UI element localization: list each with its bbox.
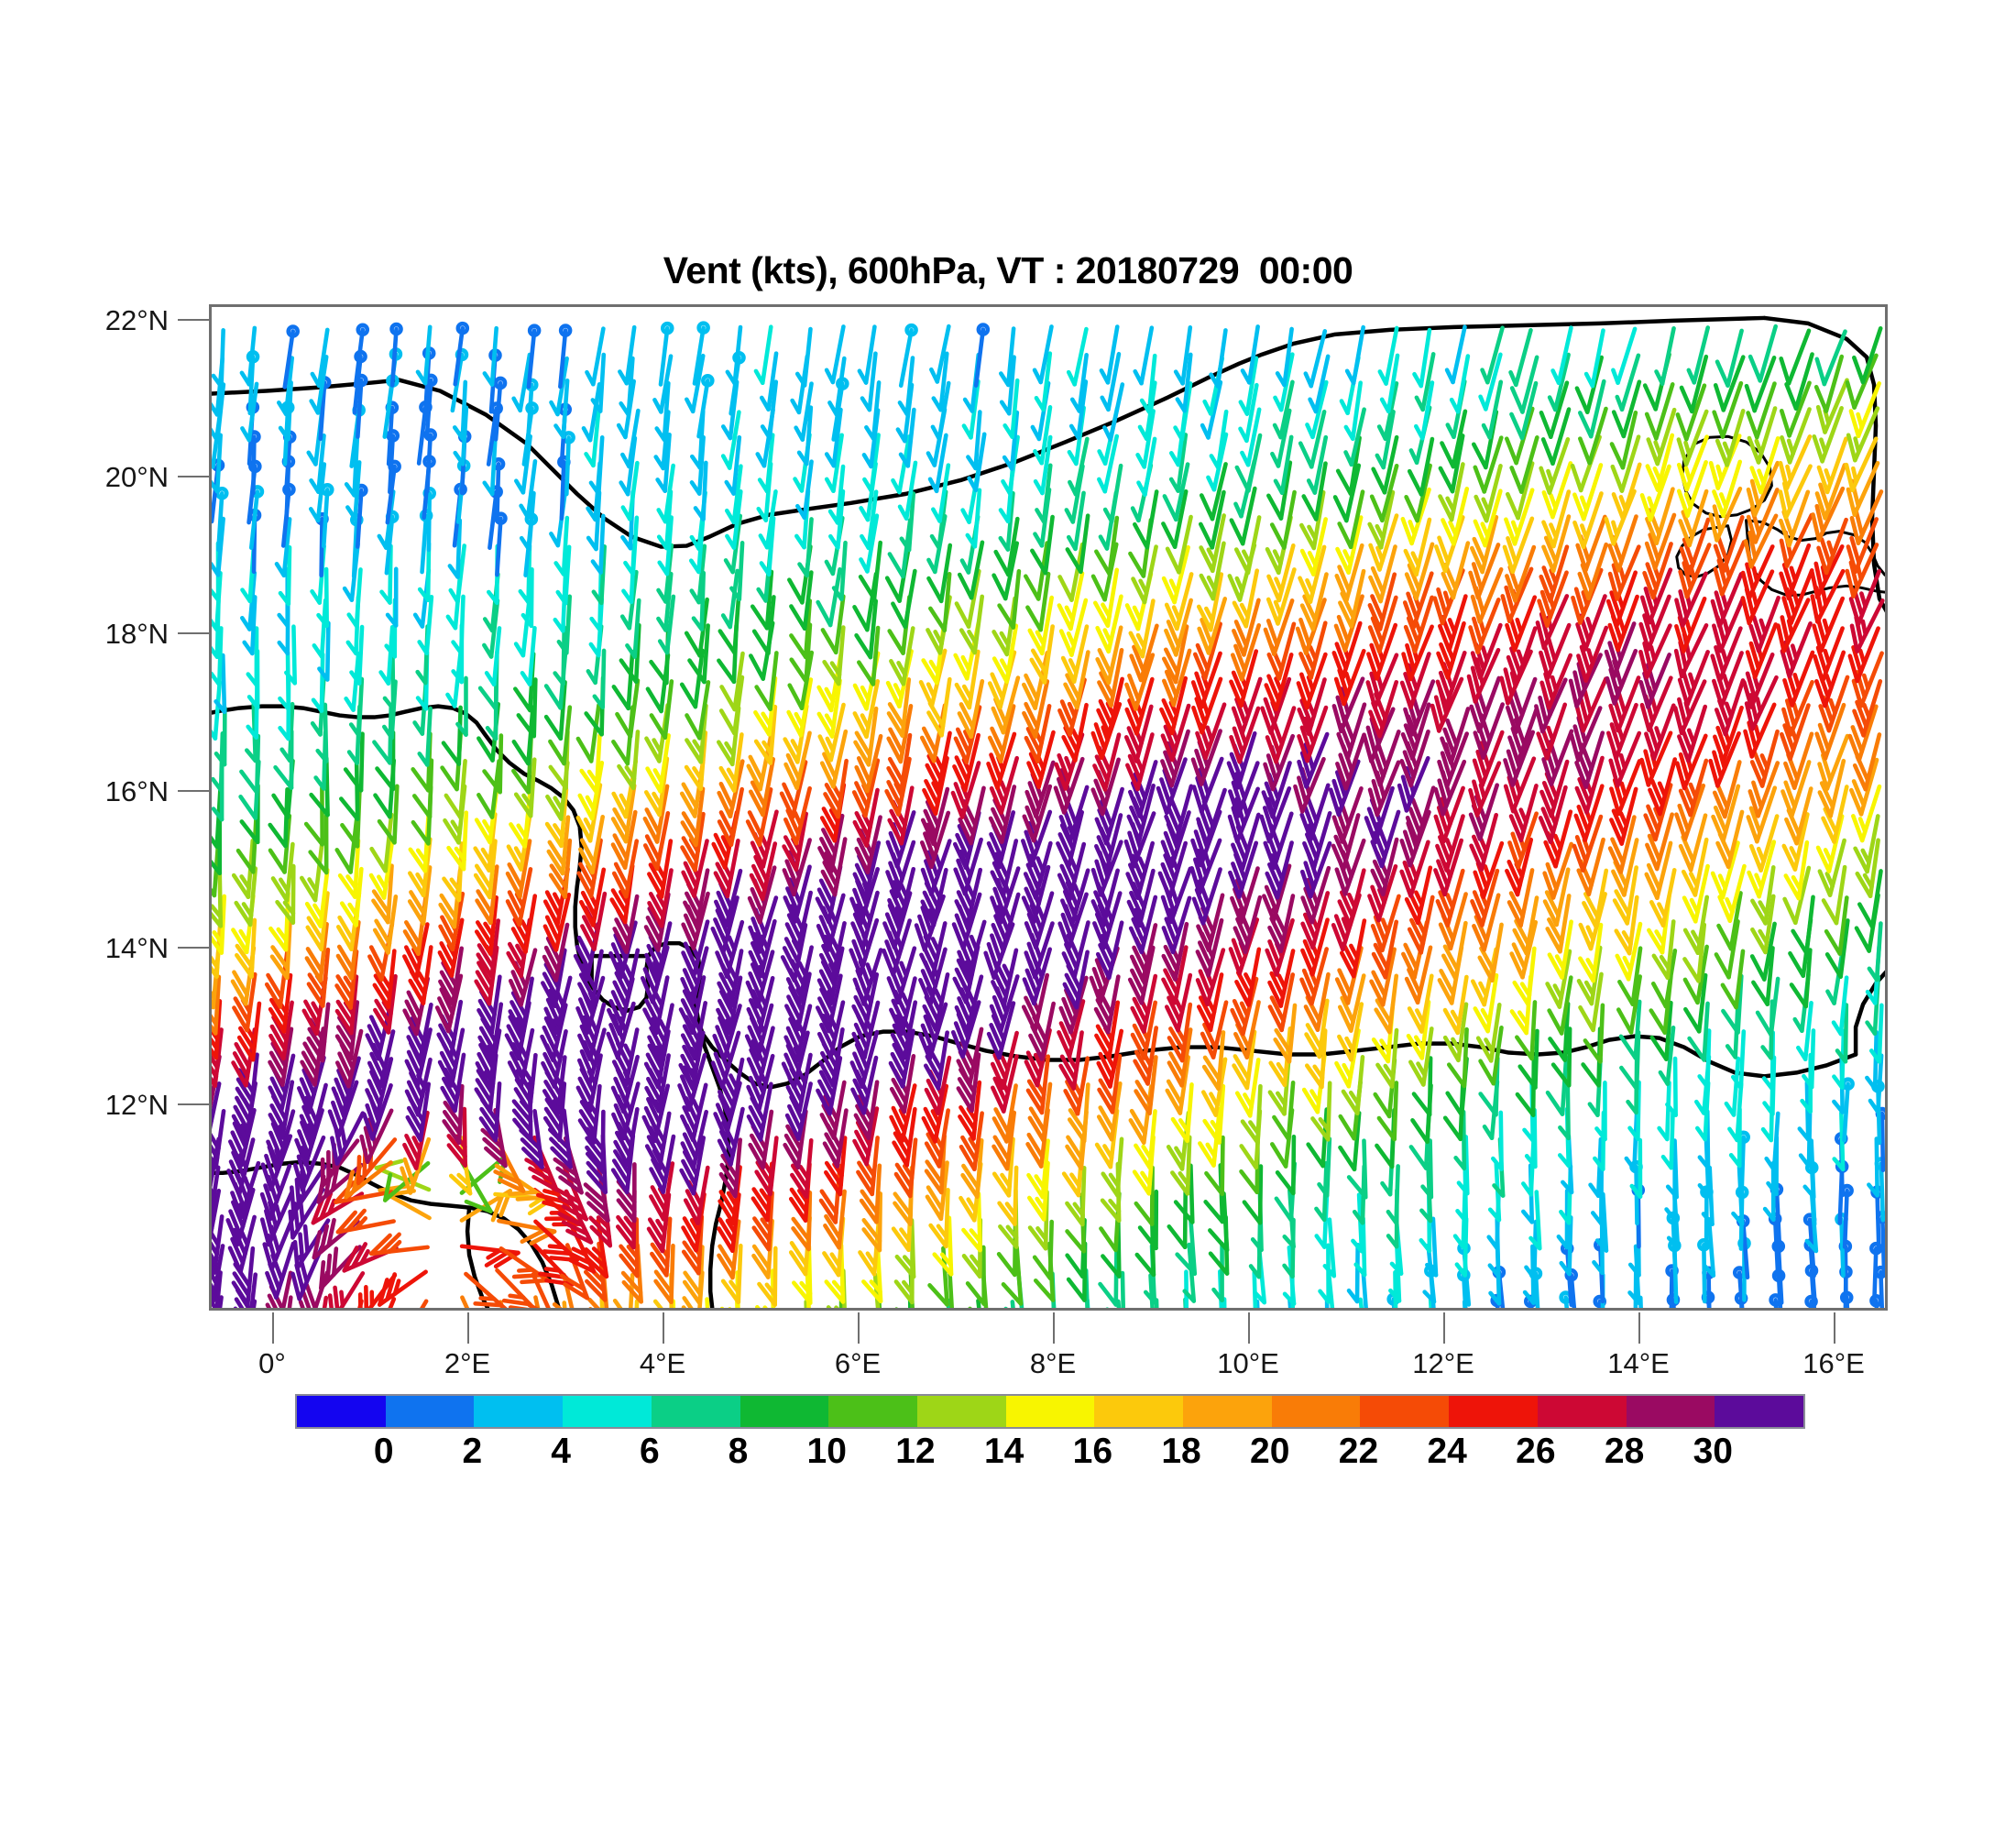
colorbar-tick-6: 6: [639, 1432, 660, 1471]
ytick-label-14: 14°N: [104, 932, 169, 964]
colorbar-tick-24: 24: [1427, 1432, 1467, 1471]
colorbar-tick-10: 10: [806, 1432, 847, 1471]
page-title: Vent (kts), 600hPa, VT : 20180729 00:00: [663, 249, 1353, 291]
colorbar-tick-0: 0: [373, 1432, 394, 1471]
xtick-line-10: [1248, 1312, 1250, 1344]
xtick-label-6: 6°E: [834, 1347, 882, 1379]
colorbar-band-16: [1715, 1396, 1803, 1427]
ytick-label-12: 12°N: [104, 1089, 169, 1121]
colorbar-tick-18: 18: [1161, 1432, 1201, 1471]
colorbar-band-3: [563, 1396, 652, 1427]
ytick-label-18: 18°N: [104, 618, 169, 650]
colorbar-tick-30: 30: [1693, 1432, 1733, 1471]
map-plot-area: [209, 304, 1888, 1311]
border-algeria-mali-niger: [212, 315, 1767, 549]
ytick-line-12: [178, 1103, 209, 1105]
ytick-line-16: [178, 790, 209, 792]
xtick-label-16: 16°E: [1802, 1347, 1865, 1379]
xtick-label-10: 10°E: [1217, 1347, 1279, 1379]
border-chad-west: [1853, 970, 1885, 1057]
colorbar-tick-12: 12: [895, 1432, 936, 1471]
ytick-line-22: [178, 319, 209, 321]
ytick-line-14: [178, 947, 209, 949]
xtick-label-12: 12°E: [1412, 1347, 1474, 1379]
colorbar-band-15: [1626, 1396, 1715, 1427]
colorbar-tick-16: 16: [1072, 1432, 1113, 1471]
xtick-line-12: [1443, 1312, 1445, 1344]
colorbar-band-6: [828, 1396, 917, 1427]
colorbar-band-14: [1537, 1396, 1627, 1427]
colorbar-tick-4: 4: [551, 1432, 571, 1471]
colorbar-band-4: [651, 1396, 740, 1427]
xtick-label-8: 8°E: [1029, 1347, 1077, 1379]
colorbar-band-2: [474, 1396, 564, 1427]
colorbar-tick-14: 14: [983, 1432, 1024, 1471]
colorbar-band-9: [1094, 1396, 1184, 1427]
colorbar: [295, 1394, 1805, 1429]
colorbar-band-12: [1360, 1396, 1450, 1427]
ytick-line-20: [178, 476, 209, 477]
xtick-line-0: [272, 1312, 274, 1344]
colorbar-tick-26: 26: [1516, 1432, 1556, 1471]
xtick-label-14: 14°E: [1607, 1347, 1670, 1379]
xtick-line-16: [1834, 1312, 1835, 1344]
colorbar-tick-2: 2: [462, 1432, 483, 1471]
xtick-line-14: [1638, 1312, 1640, 1344]
xtick-line-2: [467, 1312, 469, 1344]
colorbar-band-0: [297, 1396, 386, 1427]
colorbar-band-11: [1271, 1396, 1361, 1427]
ytick-label-22: 22°N: [104, 304, 169, 336]
ytick-label-16: 16°N: [104, 775, 169, 807]
colorbar-band-1: [385, 1396, 475, 1427]
xtick-label-4: 4°E: [639, 1347, 686, 1379]
colorbar-tick-28: 28: [1604, 1432, 1645, 1471]
barb-group: [212, 321, 1885, 1308]
colorbar-tick-20: 20: [1250, 1432, 1290, 1471]
colorbar-tick-22: 22: [1338, 1432, 1379, 1471]
xtick-label-0: 0°: [258, 1347, 286, 1379]
border-benin-nigeria: [694, 1003, 731, 1308]
colorbar-band-10: [1183, 1396, 1272, 1427]
colorbar-band-5: [740, 1396, 829, 1427]
colorbar-band-8: [1005, 1396, 1095, 1427]
xtick-label-2: 2°E: [444, 1347, 491, 1379]
ytick-line-18: [178, 632, 209, 634]
xtick-line-6: [858, 1312, 860, 1344]
colorbar-band-13: [1449, 1396, 1538, 1427]
colorbar-band-7: [916, 1396, 1006, 1427]
colorbar-tick-8: 8: [728, 1432, 749, 1471]
xtick-line-8: [1053, 1312, 1055, 1344]
xtick-line-4: [663, 1312, 664, 1344]
ytick-label-20: 20°N: [104, 461, 169, 493]
wind-barbs-layer: [212, 321, 1885, 1308]
